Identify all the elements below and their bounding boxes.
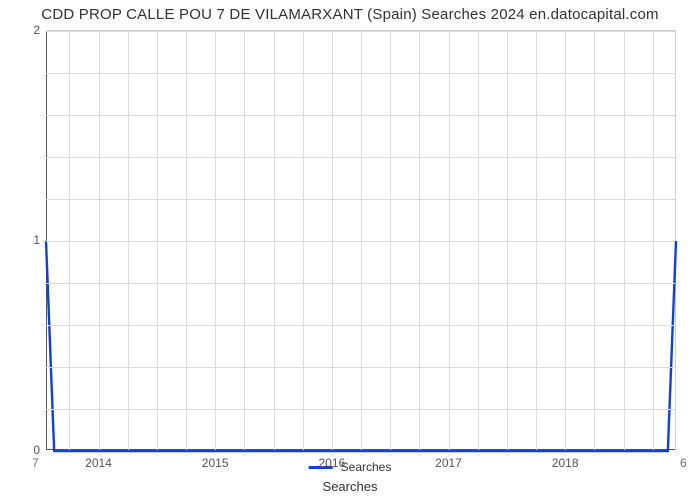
gridline-horizontal [46,241,675,242]
chart-container: CDD PROP CALLE POU 7 DE VILAMARXANT (Spa… [0,0,700,500]
gridline-horizontal [46,409,675,410]
x-tick-label: 2015 [202,456,229,470]
gridline-horizontal [46,199,675,200]
chart-title: CDD PROP CALLE POU 7 DE VILAMARXANT (Spa… [0,6,700,23]
x-tick-label: 2014 [85,456,112,470]
y-tick-label: 2 [6,23,40,37]
y-tick-label: 1 [6,233,40,247]
corner-label-bottom-left: 7 [32,456,39,470]
corner-label-bottom-right: 6 [680,456,687,470]
y-tick-label: 0 [6,443,40,457]
gridline-horizontal [46,325,675,326]
legend-label: Searches [341,460,392,474]
plot-area [46,30,676,450]
gridline-horizontal [46,73,675,74]
x-tick-label: 2018 [552,456,579,470]
x-axis-label: Searches [0,479,700,494]
x-tick-label: 2016 [318,456,345,470]
gridline-horizontal [46,157,675,158]
gridline-horizontal [46,115,675,116]
x-tick-label: 2017 [435,456,462,470]
gridline-horizontal [46,31,675,32]
gridline-horizontal [46,367,675,368]
gridline-horizontal [46,283,675,284]
